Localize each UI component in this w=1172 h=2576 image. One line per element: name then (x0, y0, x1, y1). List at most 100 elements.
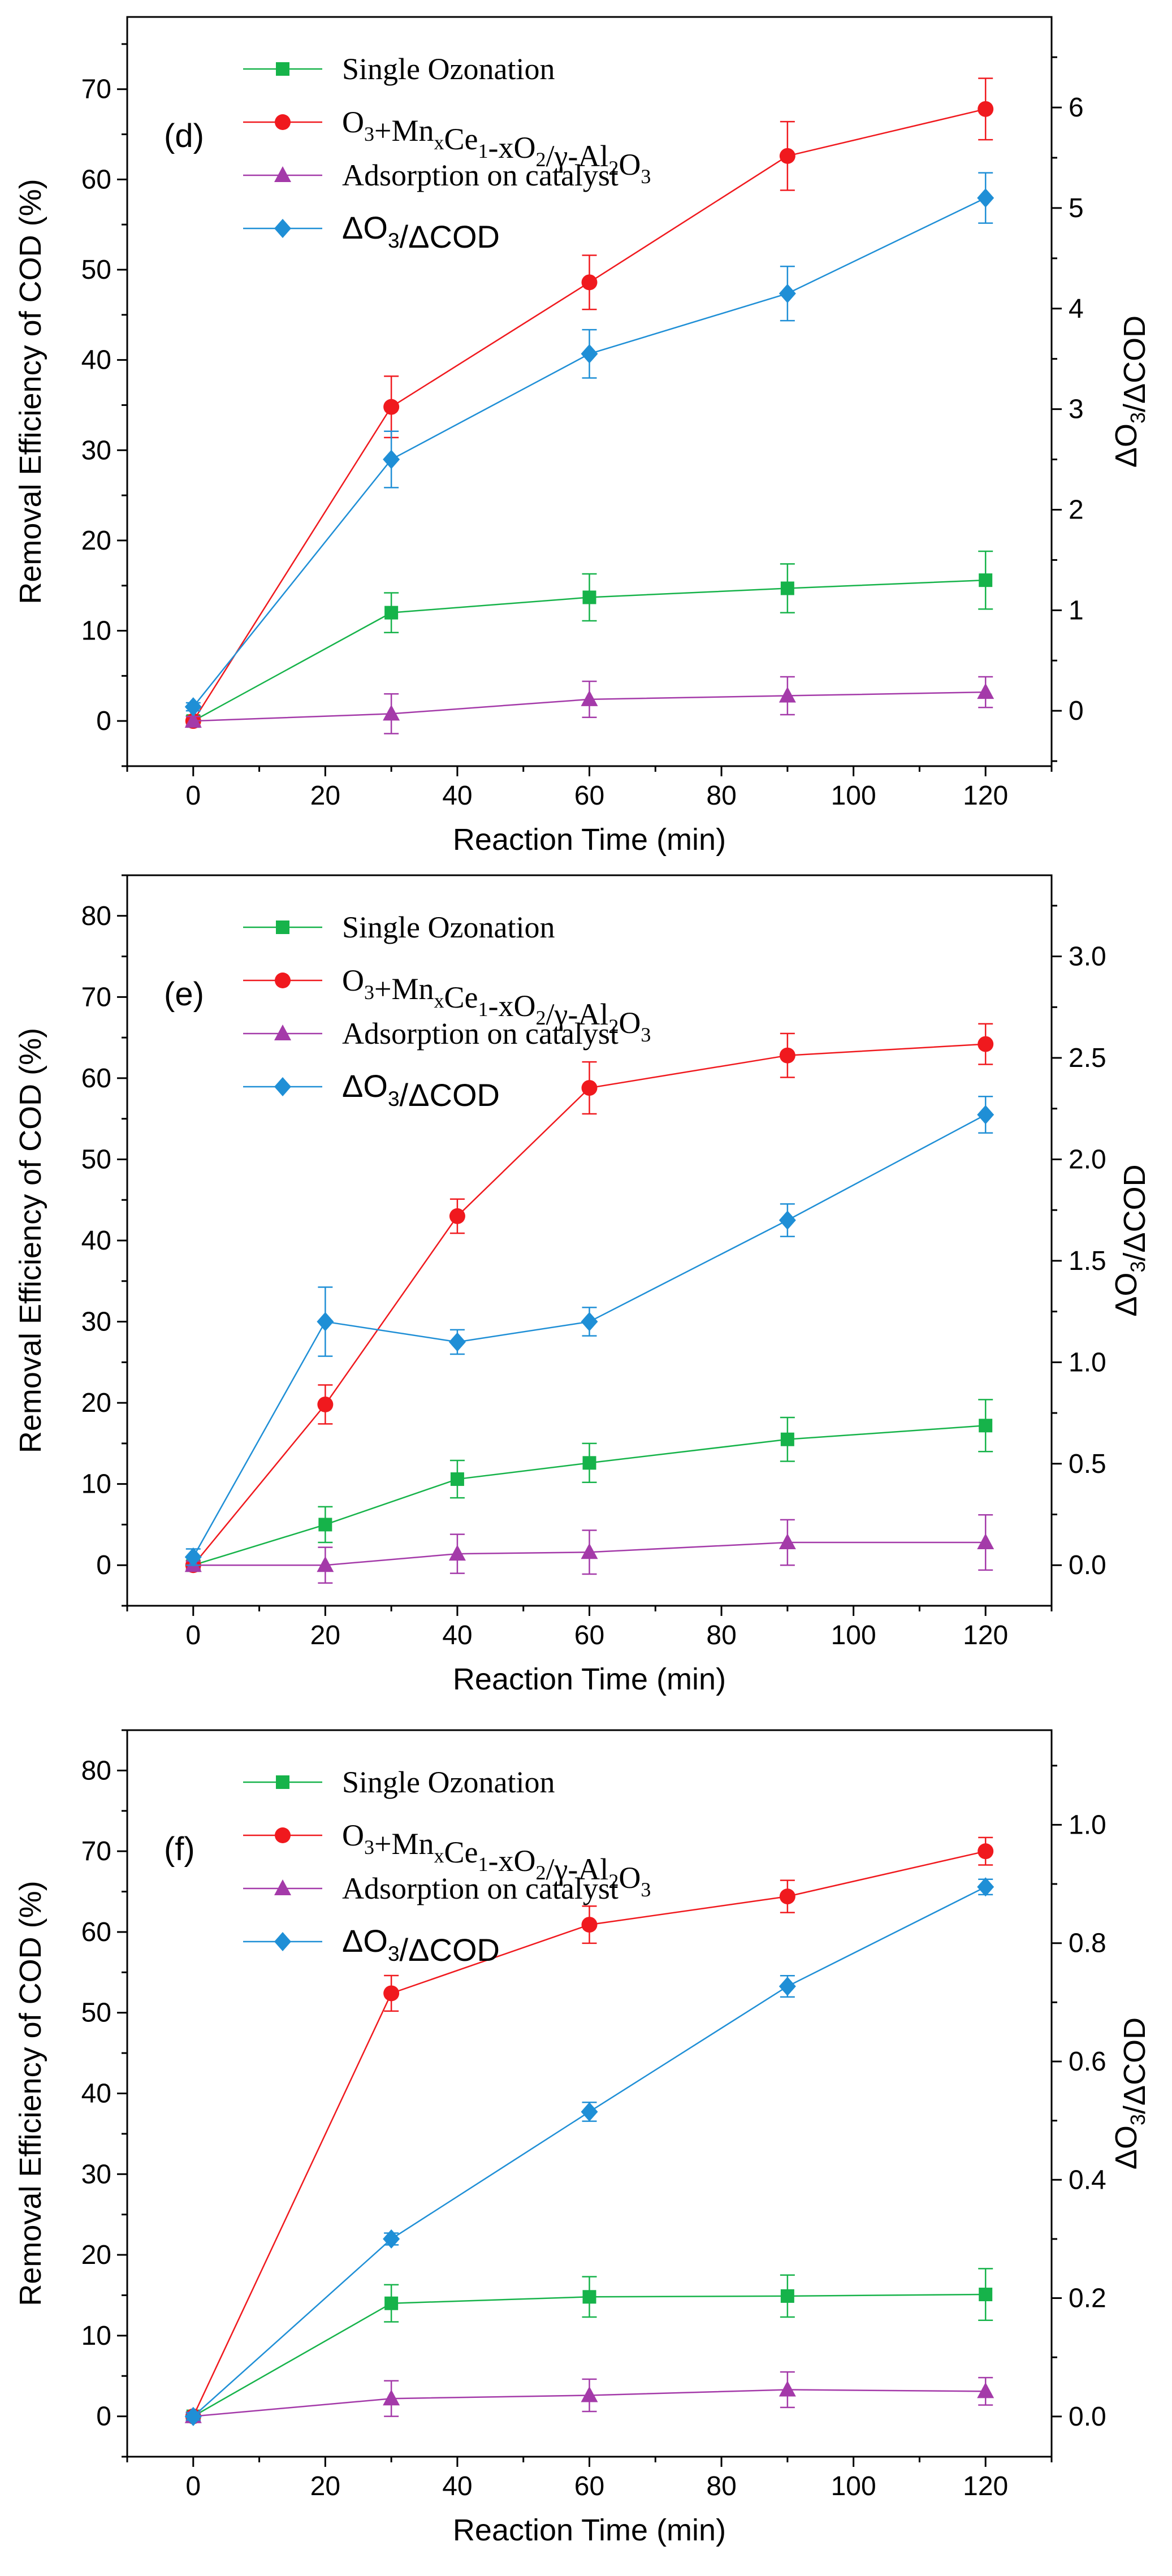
y2-tick-label: 1 (1069, 595, 1084, 625)
y2-tick-label: 0.0 (1069, 1550, 1106, 1580)
data-point (779, 1977, 796, 1996)
y2-axis-label: ΔO3/ΔCOD (1109, 2017, 1152, 2169)
data-point (978, 1036, 994, 1052)
data-point (581, 690, 598, 706)
y2-tick-label: 1.0 (1069, 1347, 1106, 1377)
data-point (383, 2389, 400, 2406)
y2-axis-label: ΔO3/ΔCOD (1109, 315, 1152, 468)
legend-label: ΔO3/ΔCOD (342, 210, 500, 254)
y-tick-label: 60 (81, 165, 111, 195)
legend-marker (274, 1077, 291, 1096)
series-0 (185, 550, 993, 728)
y-tick-label: 70 (81, 75, 111, 105)
x-tick-label: 120 (963, 1620, 1008, 1650)
data-point (977, 683, 994, 699)
legend-label: Single Ozonation (342, 52, 555, 86)
y-tick-label: 20 (81, 526, 111, 556)
data-point (448, 1332, 466, 1352)
data-point (184, 2406, 202, 2426)
y-axis-label: Removal Efficiency of COD (%) (14, 1028, 47, 1453)
data-point (383, 449, 400, 469)
y2-tick-label: 0.6 (1069, 2047, 1106, 2077)
data-point (978, 101, 994, 117)
series-2 (184, 676, 994, 734)
y-tick-label: 40 (81, 345, 111, 375)
data-point (978, 1843, 994, 1860)
data-point (317, 1396, 334, 1412)
y-tick-label: 50 (81, 1998, 111, 2028)
y-axis-label: Removal Efficiency of COD (%) (14, 179, 47, 604)
y2-tick-label: 0.5 (1069, 1449, 1106, 1479)
y-tick-label: 30 (81, 1307, 111, 1337)
legend-label: ΔO3/ΔCOD (342, 1068, 500, 1113)
data-point (383, 1985, 400, 2002)
data-point (779, 1211, 796, 1230)
data-point (977, 188, 994, 208)
y2-tick-label: 1.5 (1069, 1246, 1106, 1276)
data-point (779, 284, 796, 304)
x-tick-label: 20 (310, 2471, 340, 2501)
series-line (193, 1425, 986, 1566)
y-tick-label: 80 (81, 1756, 111, 1786)
y-tick-label: 70 (81, 982, 111, 1012)
x-tick-label: 20 (310, 1620, 340, 1650)
legend-marker (275, 1827, 291, 1843)
y2-tick-label: 2 (1069, 495, 1084, 525)
y2-tick-label: 0.2 (1069, 2284, 1106, 2314)
data-point (779, 1533, 796, 1550)
data-point (977, 1533, 994, 1550)
y-tick-label: 70 (81, 1836, 111, 1866)
y2-tick-label: 0.8 (1069, 1929, 1106, 1959)
legend-label: O3+MnxCe1-xO2/γ-Al2O3 (342, 105, 651, 188)
data-point (581, 274, 598, 291)
y-tick-label: 30 (81, 2159, 111, 2189)
legend: Single Ozonation O3+MnxCe1-xO2/γ-Al2O3Ads… (243, 910, 651, 1113)
y2-tick-label: 2.0 (1069, 1144, 1106, 1174)
data-point (779, 2380, 796, 2397)
legend-marker (275, 973, 291, 988)
data-point (977, 1877, 994, 1897)
y-tick-label: 10 (81, 1469, 111, 1499)
x-tick-label: 100 (831, 2471, 876, 2501)
legend-label: O3+MnxCe1-xO2/γ-Al2O3 (342, 1818, 651, 1901)
legend-marker (274, 166, 291, 182)
chart-panel: 0 20 40 60 80 100 120 0 10 20 30 40 50 60 70 80 0.0 0.5 1.… (14, 874, 1152, 1696)
legend-label: Adsorption on catalyst (342, 1872, 619, 1905)
x-tick-label: 0 (185, 2471, 201, 2501)
legend-marker (274, 1025, 291, 1040)
y-tick-label: 0 (96, 706, 111, 736)
y2-tick-label: 5 (1069, 193, 1084, 223)
data-point (581, 1543, 598, 1559)
data-point (779, 686, 796, 703)
x-tick-label: 100 (831, 1620, 876, 1650)
legend: Single Ozonation O3+MnxCe1-xO2/γ-Al2O3Ads… (243, 1765, 651, 1968)
series-2 (184, 2371, 994, 2423)
data-point (780, 2289, 794, 2303)
data-point (779, 1047, 795, 1064)
data-point (582, 1456, 596, 1470)
data-point (582, 2290, 596, 2304)
x-axis-label: Reaction Time (min) (453, 2513, 726, 2547)
data-point (184, 712, 202, 728)
y-tick-label: 60 (81, 1917, 111, 1947)
data-point (449, 1208, 465, 1224)
y-tick-label: 60 (81, 1064, 111, 1093)
x-tick-label: 60 (574, 2471, 604, 2501)
x-tick-label: 20 (310, 781, 340, 811)
data-point (184, 697, 202, 717)
data-point (582, 590, 596, 604)
y2-tick-label: 3.0 (1069, 942, 1106, 972)
x-tick-label: 80 (706, 781, 736, 811)
x-tick-label: 120 (963, 781, 1008, 811)
y-tick-label: 20 (81, 2240, 111, 2270)
y-tick-label: 10 (81, 616, 111, 646)
legend-label: Adsorption on catalyst (342, 1017, 619, 1051)
data-point (383, 399, 400, 415)
y-tick-label: 10 (81, 2321, 111, 2351)
y2-tick-label: 3 (1069, 395, 1084, 425)
y2-tick-label: 0.4 (1069, 2165, 1106, 2195)
data-point (779, 148, 795, 164)
data-point (581, 1080, 598, 1096)
y-tick-label: 50 (81, 255, 111, 285)
